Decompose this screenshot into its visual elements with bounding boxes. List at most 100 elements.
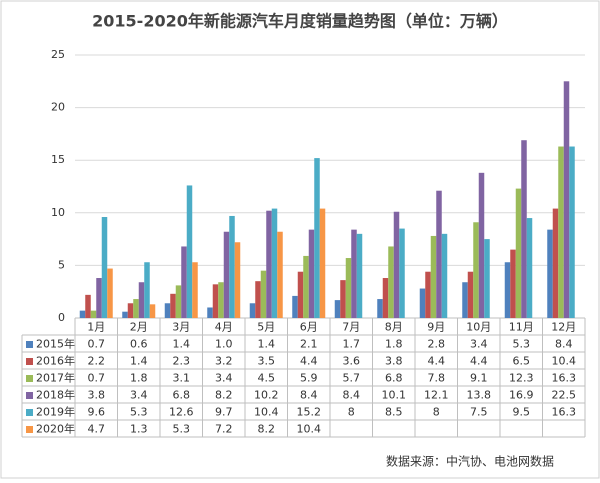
bar <box>314 158 320 318</box>
table-cell: 4.4 <box>470 355 488 368</box>
table-cell: 8 <box>348 406 355 419</box>
table-cell: 1.7 <box>343 338 361 351</box>
bar <box>515 188 522 318</box>
table-cell: 2.3 <box>173 355 191 368</box>
bar <box>473 222 479 318</box>
bar <box>308 229 315 318</box>
bar <box>377 299 383 318</box>
bar <box>569 146 575 318</box>
bar <box>436 190 442 318</box>
bar <box>462 282 468 318</box>
x-tick-label: 4月 <box>215 321 233 334</box>
bar <box>526 218 533 318</box>
legend-label: 2017年 <box>36 371 75 385</box>
table-cell: 0.6 <box>130 338 148 351</box>
bar <box>107 268 113 318</box>
table-cell: 6.5 <box>513 355 531 368</box>
bar <box>96 278 102 318</box>
chart-title: 2015-2020年新能源汽车月度销量趋势图（单位：万辆） <box>92 12 508 31</box>
bar <box>170 293 176 318</box>
bar <box>164 303 171 318</box>
table-cell: 16.3 <box>552 406 577 419</box>
bar <box>181 246 187 318</box>
y-tick-label: 5 <box>58 258 65 271</box>
table-cell: 3.2 <box>215 355 233 368</box>
table-cell: 10.4 <box>297 423 322 436</box>
bar <box>133 299 139 318</box>
table-cell: 15.2 <box>297 406 322 419</box>
bar <box>563 81 570 318</box>
table-cell: 8.4 <box>343 389 361 402</box>
bar <box>319 208 326 318</box>
table-cell: 10.2 <box>254 389 279 402</box>
bar <box>388 246 394 318</box>
bar <box>552 208 559 318</box>
table-cell: 5.9 <box>300 372 318 385</box>
y-tick-label: 0 <box>58 311 65 324</box>
x-tick-label: 11月 <box>509 321 534 334</box>
legend-swatch <box>26 341 33 348</box>
bar <box>144 262 150 318</box>
bar <box>90 310 97 318</box>
bar <box>521 140 527 318</box>
bar <box>229 215 235 318</box>
bar <box>186 185 193 318</box>
table-cell: 6.8 <box>385 372 403 385</box>
table-cell: 1.3 <box>130 423 148 436</box>
bar <box>79 310 86 318</box>
bar <box>127 303 134 318</box>
table-cell: 7.5 <box>470 406 488 419</box>
bar <box>149 304 156 318</box>
bar <box>297 271 304 318</box>
table-cell: 3.4 <box>470 338 488 351</box>
bar <box>255 281 261 318</box>
table-cell: 3.5 <box>258 355 276 368</box>
bar <box>419 288 426 318</box>
bar <box>303 255 309 318</box>
table-cell: 5.3 <box>130 406 148 419</box>
table-cell: 0.7 <box>88 372 106 385</box>
x-tick-label: 2月 <box>130 321 148 334</box>
table-cell: 8.4 <box>555 338 573 351</box>
table-cell: 3.4 <box>130 389 148 402</box>
y-tick-label: 25 <box>51 48 65 61</box>
x-tick-label: 6月 <box>300 321 318 334</box>
bar <box>351 229 357 318</box>
bar <box>467 271 474 318</box>
table-cell: 10.4 <box>254 406 279 419</box>
bar <box>212 284 219 318</box>
table-cell: 9.7 <box>215 406 233 419</box>
table-cell: 4.7 <box>88 423 106 436</box>
x-tick-label: 9月 <box>427 321 445 334</box>
legend-label: 2019年 <box>36 405 75 419</box>
table-cell: 6.8 <box>173 389 191 402</box>
table-cell: 3.6 <box>343 355 361 368</box>
bar <box>101 217 108 318</box>
legend-swatch <box>26 409 33 416</box>
table-cell: 1.4 <box>258 338 276 351</box>
x-tick-label: 10月 <box>466 321 491 334</box>
bar <box>260 270 267 318</box>
legend-label: 2016年 <box>36 354 75 368</box>
x-tick-label: 7月 <box>342 321 360 334</box>
table-cell: 10.4 <box>552 355 577 368</box>
table-cell: 5.7 <box>343 372 361 385</box>
bar <box>266 210 272 318</box>
legend-swatch <box>26 392 33 399</box>
table-cell: 8.4 <box>300 389 318 402</box>
bar <box>218 282 224 318</box>
table-cell: 8.2 <box>215 389 233 402</box>
y-tick-label: 10 <box>51 206 65 219</box>
bar <box>175 285 182 318</box>
table-cell: 8.2 <box>258 423 276 436</box>
x-tick-label: 3月 <box>172 321 190 334</box>
bar <box>547 229 553 318</box>
bar <box>399 228 405 318</box>
bar <box>382 278 389 318</box>
bar <box>340 280 346 318</box>
table-cell: 5.3 <box>173 423 191 436</box>
table-cell: 4.5 <box>258 372 276 385</box>
table-cell: 12.3 <box>509 372 534 385</box>
